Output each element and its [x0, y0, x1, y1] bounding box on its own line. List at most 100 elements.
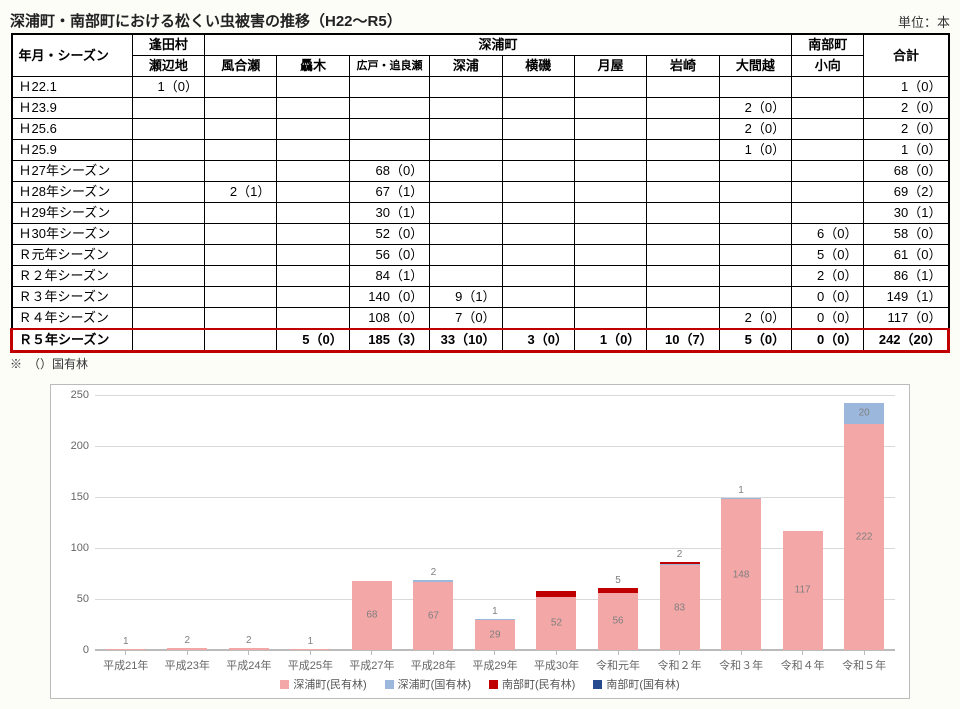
cell-season: Ｈ29年シーズン: [12, 203, 133, 224]
page-title: 深浦町・南部町における松くい虫被害の推移（H22～R5）: [10, 10, 402, 31]
col-fukaura-sub: 広戸・追良瀬: [349, 56, 429, 77]
cell-nanbu: [792, 77, 864, 98]
cell-fukaura: [430, 266, 502, 287]
cell-fukaura: [574, 245, 646, 266]
cell-fukaura: [277, 182, 349, 203]
cell-fukaura: [719, 224, 791, 245]
bar-value-label: 2: [167, 635, 207, 646]
cell-total: 149（1）: [864, 287, 949, 308]
cell-fukaura: [430, 140, 502, 161]
bar-segment: [660, 564, 700, 565]
bar-value-label: 148: [721, 569, 761, 580]
cell-season: Ｈ25.6: [12, 119, 133, 140]
bar-value-label: 1: [290, 636, 330, 647]
cell-fukaura: [647, 119, 719, 140]
cell-fukaura: [647, 287, 719, 308]
cell-total: 86（1）: [864, 266, 949, 287]
cell-fukaura: [430, 98, 502, 119]
cell-fukaura: [647, 308, 719, 330]
cell-fukaura: [574, 140, 646, 161]
cell-season: Ｈ30年シーズン: [12, 224, 133, 245]
bar-slot: 2平成24年: [218, 395, 280, 650]
bar-segment: 83: [660, 565, 700, 650]
cell-season: Ｒ３年シーズン: [12, 287, 133, 308]
y-tick-label: 150: [61, 491, 89, 503]
cell-fukaura: [349, 98, 429, 119]
cell-fukaura: 185（3）: [349, 329, 429, 352]
cell-total: 69（2）: [864, 182, 949, 203]
cell-fukaura: [430, 182, 502, 203]
cell-season: Ｒ２年シーズン: [12, 266, 133, 287]
bar-value-label: 1: [106, 636, 146, 647]
cell-fukaura: [205, 140, 277, 161]
cell-fukaura: [430, 161, 502, 182]
y-tick-label: 50: [61, 593, 89, 605]
col-total-header: 合計: [864, 34, 949, 77]
bar-slot: 1平成25年: [280, 395, 342, 650]
bar-segment: 56: [598, 593, 638, 650]
col-fukaura-sub: 大間越: [719, 56, 791, 77]
cell-nanbu: 6（0）: [792, 224, 864, 245]
bar-segment: 1: [475, 619, 515, 620]
bar-value-label: 1: [475, 606, 515, 617]
cell-total: 242（20）: [864, 329, 949, 352]
cell-fukaura: [502, 308, 574, 330]
y-tick-label: 0: [61, 644, 89, 656]
col-fukaura-sub: 岩崎: [647, 56, 719, 77]
col-nanbu-sub: 小向: [792, 56, 864, 77]
cell-fukaura: [647, 266, 719, 287]
cell-fukaura: [574, 224, 646, 245]
bar-segment: 2: [660, 562, 700, 564]
y-tick-label: 100: [61, 542, 89, 554]
col-fukaura-sub: 月屋: [574, 56, 646, 77]
bar-value-label: 83: [660, 602, 700, 613]
cell-fukaura: [205, 245, 277, 266]
cell-fukaura: [205, 77, 277, 98]
legend-swatch: [593, 680, 602, 689]
cell-fukaura: 68（0）: [349, 161, 429, 182]
cell-fukaura: 56（0）: [349, 245, 429, 266]
cell-fukaura: [502, 77, 574, 98]
cell-nanbu: [792, 182, 864, 203]
cell-nanbu: [792, 140, 864, 161]
cell-fukaura: [647, 77, 719, 98]
cell-onita: [132, 119, 204, 140]
x-tick-label: 平成25年: [288, 657, 333, 673]
cell-nanbu: 2（0）: [792, 266, 864, 287]
bar-slot: 117令和４年: [772, 395, 834, 650]
cell-season: Ｈ27年シーズン: [12, 161, 133, 182]
cell-fukaura: [719, 203, 791, 224]
x-tick-label: 令和５年: [842, 657, 886, 673]
cell-fukaura: 67（1）: [349, 182, 429, 203]
cell-total: 30（1）: [864, 203, 949, 224]
x-tick-label: 令和３年: [719, 657, 763, 673]
cell-fukaura: [574, 287, 646, 308]
bar-value-label: 20: [844, 408, 884, 419]
y-tick-label: 200: [61, 440, 89, 452]
cell-fukaura: [502, 182, 574, 203]
legend-swatch: [489, 680, 498, 689]
cell-fukaura: 52（0）: [349, 224, 429, 245]
cell-fukaura: 10（7）: [647, 329, 719, 352]
cell-onita: [132, 329, 204, 352]
cell-fukaura: 2（1）: [205, 182, 277, 203]
col-season-header: 年月・シーズン: [12, 34, 133, 77]
bar-value-label: 5: [598, 575, 638, 586]
cell-fukaura: [205, 266, 277, 287]
legend-item: 深浦町(民有林): [280, 676, 366, 692]
cell-fukaura: [647, 98, 719, 119]
cell-fukaura: [574, 308, 646, 330]
cell-fukaura: 2（0）: [719, 98, 791, 119]
cell-fukaura: [277, 287, 349, 308]
col-fukaura-sub: 風合瀬: [205, 56, 277, 77]
bar-segment: 29: [475, 620, 515, 650]
bar-slot: 52平成30年: [526, 395, 588, 650]
cell-fukaura: 33（10）: [430, 329, 502, 352]
bar-value-label: 56: [598, 616, 638, 627]
cell-fukaura: [277, 245, 349, 266]
bar-segment: 5: [598, 588, 638, 593]
bar-value-label: 117: [783, 585, 823, 596]
legend-label: 深浦町(国有林): [398, 676, 471, 692]
cell-fukaura: 2（0）: [719, 308, 791, 330]
bar-slot: 68平成27年: [341, 395, 403, 650]
